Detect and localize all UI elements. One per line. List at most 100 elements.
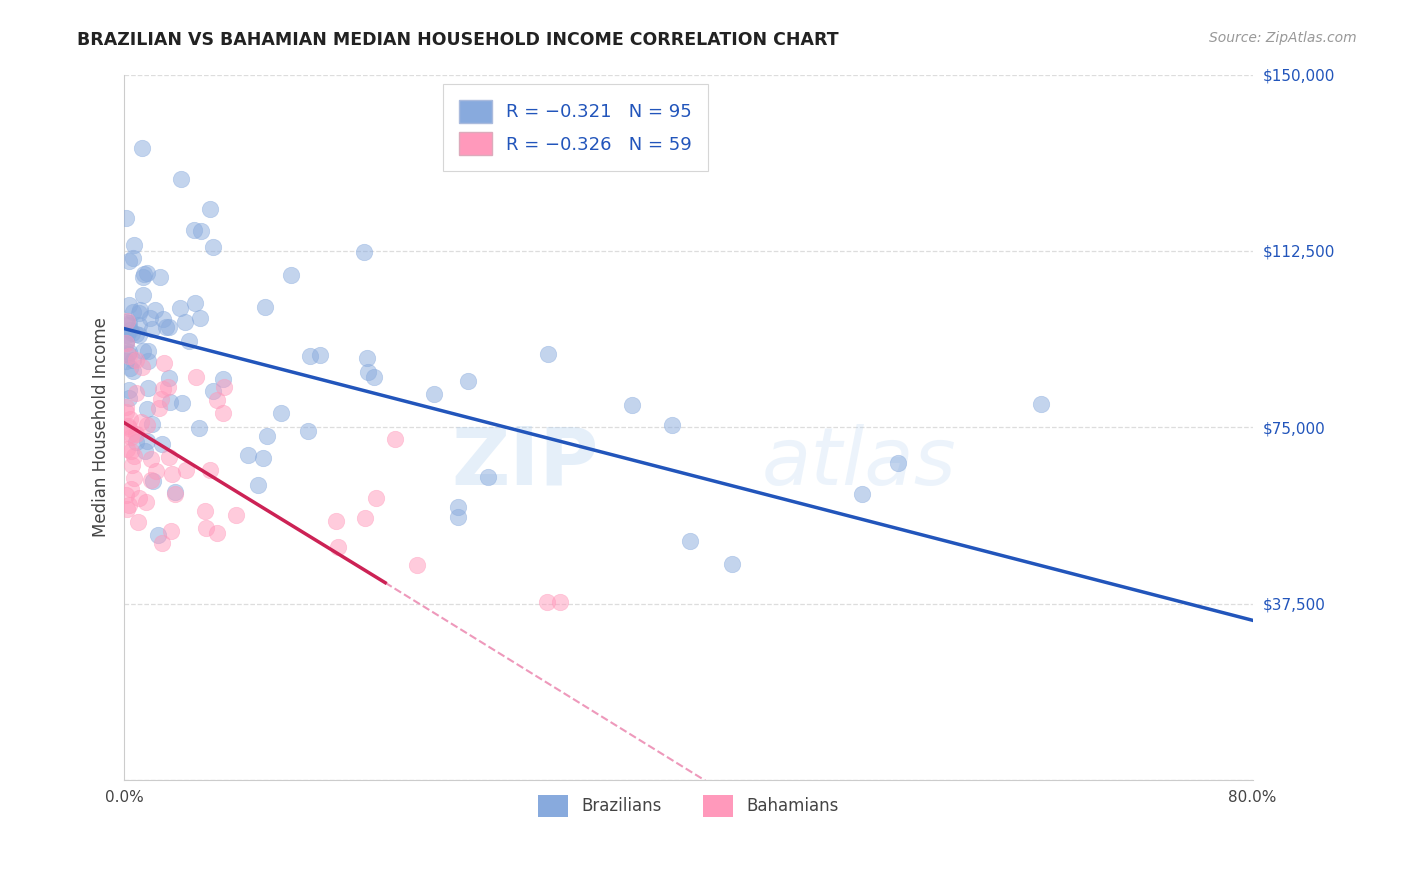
Bahamians	[120, 443, 142, 458]
Brazilians	[252, 451, 274, 466]
Bahamians	[326, 540, 349, 554]
Bahamians	[135, 417, 157, 432]
Brazilians	[457, 374, 479, 388]
Bahamians	[325, 514, 347, 528]
Bahamians	[141, 473, 163, 487]
Brazilians	[139, 311, 162, 326]
Brazilians	[155, 319, 177, 334]
Text: ZIP: ZIP	[451, 424, 598, 501]
Brazilians	[136, 402, 159, 417]
Bahamians	[194, 521, 217, 535]
Bahamians	[150, 392, 173, 406]
Brazilians	[1029, 397, 1052, 411]
Brazilians	[423, 387, 446, 401]
Brazilians	[114, 353, 136, 368]
Brazilians	[122, 238, 145, 252]
Brazilians	[184, 296, 207, 310]
Brazilians	[308, 348, 330, 362]
Bahamians	[198, 463, 221, 477]
Brazilians	[134, 444, 156, 458]
Bahamians	[157, 450, 180, 464]
Bahamians	[117, 498, 139, 512]
Bahamians	[160, 524, 183, 538]
Brazilians	[152, 312, 174, 326]
Brazilians	[136, 434, 159, 449]
Bahamians	[114, 336, 136, 351]
Brazilians	[125, 327, 148, 342]
Bahamians	[118, 421, 141, 435]
Bahamians	[131, 359, 153, 374]
Bahamians	[148, 401, 170, 416]
Brazilians	[165, 484, 187, 499]
Brazilians	[122, 353, 145, 368]
Text: BRAZILIAN VS BAHAMIAN MEDIAN HOUSEHOLD INCOME CORRELATION CHART: BRAZILIAN VS BAHAMIAN MEDIAN HOUSEHOLD I…	[77, 31, 839, 49]
Bahamians	[122, 471, 145, 485]
Bahamians	[122, 449, 145, 463]
Brazilians	[236, 448, 259, 462]
Brazilians	[183, 223, 205, 237]
Brazilians	[117, 318, 139, 332]
Brazilians	[122, 251, 145, 265]
Bahamians	[127, 516, 149, 530]
Bahamians	[128, 491, 150, 506]
Brazilians	[118, 254, 141, 268]
Bahamians	[156, 380, 179, 394]
Bahamians	[118, 412, 141, 426]
Brazilians	[142, 474, 165, 488]
Brazilians	[115, 327, 138, 342]
Bahamians	[120, 427, 142, 442]
Brazilians	[117, 316, 139, 330]
Brazilians	[356, 351, 378, 365]
Y-axis label: Median Household Income: Median Household Income	[93, 318, 110, 537]
Bahamians	[194, 504, 217, 518]
Brazilians	[134, 268, 156, 282]
Bahamians	[139, 451, 162, 466]
Bahamians	[536, 594, 558, 608]
Brazilians	[169, 301, 191, 315]
Bahamians	[174, 463, 197, 477]
Brazilians	[247, 478, 270, 492]
Bahamians	[152, 382, 174, 396]
Brazilians	[118, 323, 141, 337]
Brazilians	[157, 371, 180, 385]
Bahamians	[153, 356, 176, 370]
Bahamians	[125, 385, 148, 400]
Brazilians	[122, 364, 145, 378]
Brazilians	[118, 298, 141, 312]
Brazilians	[146, 527, 169, 541]
Bahamians	[120, 482, 142, 496]
Brazilians	[141, 321, 163, 335]
Bahamians	[117, 442, 139, 457]
Brazilians	[114, 336, 136, 351]
Brazilians	[679, 534, 702, 549]
Bahamians	[120, 430, 142, 444]
Brazilians	[118, 392, 141, 406]
Bahamians	[121, 458, 143, 472]
Bahamians	[114, 488, 136, 502]
Brazilians	[149, 269, 172, 284]
Bahamians	[354, 510, 377, 524]
Brazilians	[159, 394, 181, 409]
Brazilians	[121, 326, 143, 341]
Bahamians	[125, 426, 148, 441]
Brazilians	[145, 303, 167, 318]
Brazilians	[253, 300, 276, 314]
Bahamians	[225, 508, 247, 522]
Brazilians	[136, 353, 159, 368]
Bahamians	[160, 467, 183, 481]
Brazilians	[174, 315, 197, 329]
Brazilians	[132, 288, 155, 302]
Brazilians	[118, 384, 141, 398]
Bahamians	[129, 415, 152, 429]
Bahamians	[117, 419, 139, 434]
Brazilians	[136, 381, 159, 395]
Brazilians	[120, 361, 142, 376]
Brazilians	[128, 306, 150, 320]
Brazilians	[537, 347, 560, 361]
Brazilians	[256, 429, 278, 443]
Bahamians	[114, 400, 136, 414]
Brazilians	[157, 319, 180, 334]
Brazilians	[280, 268, 302, 282]
Brazilians	[887, 456, 910, 470]
Bahamians	[145, 464, 167, 478]
